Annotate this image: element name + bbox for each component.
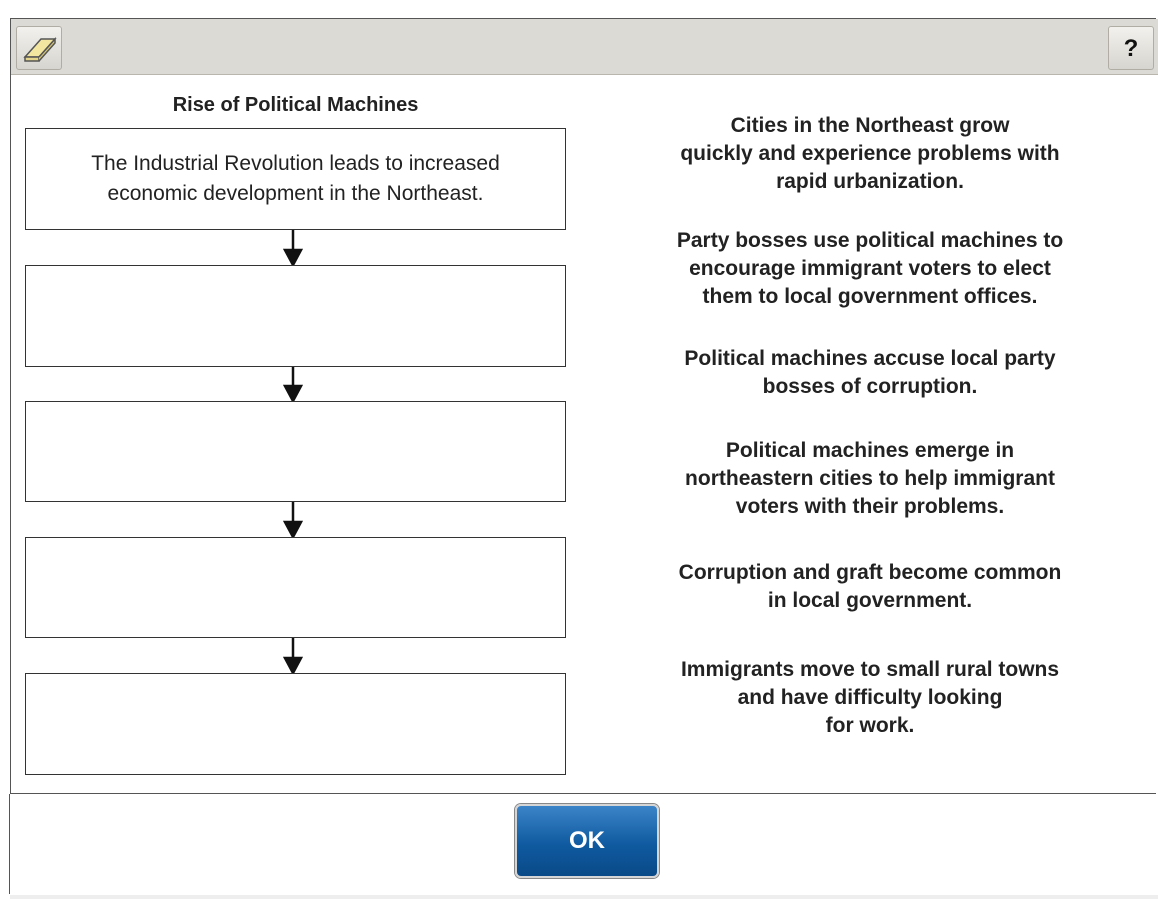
draggable-option[interactable]: Cities in the Northeast grow quickly and … <box>600 112 1140 196</box>
toolbar <box>11 19 1158 75</box>
option-text: and have difficulty looking <box>737 686 1003 709</box>
option-text: voters with their problems. <box>735 495 1005 518</box>
option-text: rapid urbanization. <box>776 170 964 193</box>
option-text: quickly and experience problems with <box>680 142 1060 165</box>
drop-box[interactable] <box>25 537 566 638</box>
draggable-option[interactable]: Political machines emerge in northeastern… <box>600 437 1140 521</box>
drop-box[interactable] <box>25 673 566 775</box>
draggable-option[interactable]: Political machines accuse local party bos… <box>600 345 1140 401</box>
option-text: Party bosses use political machines to <box>676 229 1064 252</box>
option-text: for work. <box>825 714 915 737</box>
option-text: bosses of corruption. <box>762 375 978 398</box>
option-text: Immigrants move to small rural towns <box>680 658 1060 681</box>
box-text: The Industrial Revolution leads to incre… <box>91 152 500 175</box>
option-text: northeastern cities to help immigrant <box>685 467 1055 490</box>
draggable-option[interactable]: Immigrants move to small rural towns and … <box>600 656 1140 740</box>
panel-frame <box>10 18 1156 794</box>
drop-box[interactable] <box>25 265 566 367</box>
option-text: them to local government offices. <box>702 285 1038 308</box>
diagram-title: Rise of Political Machines <box>172 94 419 116</box>
border-line <box>9 794 10 894</box>
draggable-option[interactable]: Corruption and graft become common in loc… <box>600 559 1140 615</box>
option-text: Cities in the Northeast grow <box>730 114 1010 137</box>
option-text: Political machines emerge in <box>725 439 1015 462</box>
drop-box[interactable] <box>25 401 566 502</box>
option-text: Political machines accuse local party <box>684 347 1056 370</box>
arrows <box>282 230 304 676</box>
draggable-option[interactable]: Party bosses use political machines to en… <box>600 227 1140 311</box>
option-text: Corruption and graft become common <box>678 561 1062 584</box>
option-text: encourage immigrant voters to elect <box>689 257 1051 280</box>
eraser-icon <box>23 37 57 62</box>
ok-button[interactable]: OK <box>515 804 659 878</box>
bottom-bar <box>10 895 1158 899</box>
box-text: economic development in the Northeast. <box>107 182 484 205</box>
help-button[interactable]: ? <box>1108 26 1154 70</box>
eraser-button[interactable] <box>16 26 62 70</box>
drop-box[interactable]: The Industrial Revolution leads to incre… <box>25 128 566 230</box>
option-text: in local government. <box>767 589 973 612</box>
